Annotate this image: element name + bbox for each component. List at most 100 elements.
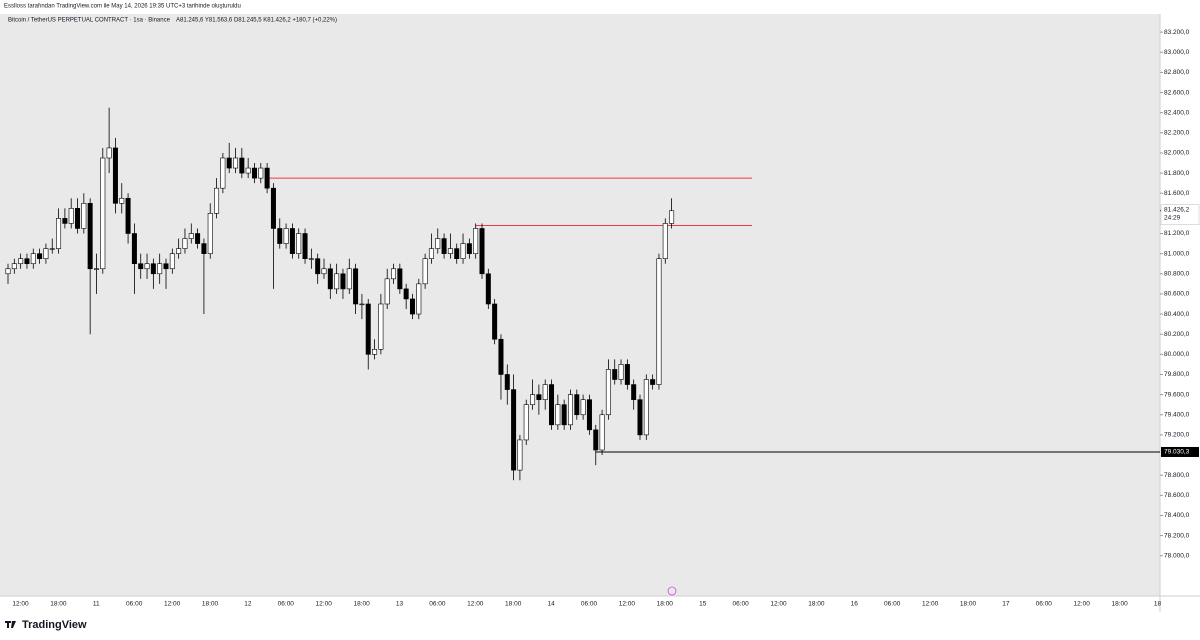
- candle-body: [466, 243, 472, 254]
- x-tick-label: 06:00: [884, 601, 901, 608]
- candle-body: [93, 268, 99, 270]
- candle-body: [214, 187, 220, 214]
- x-tick-label: 12:00: [164, 601, 181, 608]
- candle-body: [542, 384, 548, 400]
- candle-body: [447, 248, 453, 254]
- x-tick-label: 12:00: [467, 601, 484, 608]
- candle-body: [599, 414, 605, 451]
- y-tick-label: 78.400,0: [1164, 512, 1190, 519]
- candle-body: [473, 228, 479, 254]
- candle-body: [435, 238, 441, 249]
- candle-body: [624, 364, 630, 385]
- y-tick-label: 80.800,0: [1164, 271, 1190, 278]
- candle-body: [353, 268, 359, 305]
- candle-body: [87, 203, 93, 270]
- candle-body: [68, 208, 74, 224]
- candle-body: [422, 258, 428, 285]
- x-tick-label: 06:00: [581, 601, 598, 608]
- candle-body: [163, 263, 169, 270]
- candle-body: [593, 429, 599, 451]
- y-tick-label: 83.000,0: [1164, 49, 1190, 56]
- candle-body: [605, 369, 611, 416]
- x-tick-label: 12:00: [12, 601, 29, 608]
- y-tick-label: 81.600,0: [1164, 190, 1190, 197]
- candle-body: [612, 369, 618, 380]
- candle-body: [549, 384, 555, 426]
- candle-body: [479, 228, 485, 275]
- candle-body: [239, 157, 245, 174]
- candle-body: [188, 233, 194, 239]
- candle-body: [504, 374, 510, 390]
- candle-body: [637, 399, 643, 436]
- y-tick-label: 79.800,0: [1164, 371, 1190, 378]
- candle-body: [511, 389, 517, 471]
- candle-body: [11, 263, 17, 270]
- candle-body: [125, 197, 131, 234]
- brand: TradingView: [22, 619, 87, 631]
- candle-body: [302, 233, 308, 259]
- plot-area: [0, 14, 1160, 596]
- candle-body: [391, 268, 397, 280]
- candle-body: [112, 147, 118, 204]
- candle-body: [523, 404, 529, 441]
- candle-body: [662, 223, 668, 259]
- candle-body: [321, 268, 327, 275]
- x-tick-label: 18: [1154, 601, 1162, 608]
- x-tick-label: 06:00: [732, 601, 749, 608]
- y-tick-label: 78.200,0: [1164, 532, 1190, 539]
- y-tick-label: 81.000,0: [1164, 250, 1190, 257]
- chart-title: Bitcoin / TetherUS PERPETUAL CONTRACT · …: [8, 18, 171, 24]
- candle-body: [258, 167, 264, 179]
- candle-body: [296, 233, 302, 254]
- candle-body: [530, 394, 536, 405]
- y-tick-label: 82.000,0: [1164, 150, 1190, 157]
- y-tick-label: 78.000,0: [1164, 552, 1190, 559]
- x-tick-label: 18:00: [960, 601, 977, 608]
- x-tick-label: 18:00: [202, 601, 219, 608]
- candle-body: [24, 258, 30, 265]
- candle-body: [30, 253, 36, 265]
- candle-body: [233, 157, 239, 169]
- x-tick-label: 18:00: [808, 601, 825, 608]
- candle-body: [207, 213, 213, 254]
- x-tick-label: 18:00: [353, 601, 370, 608]
- candle-body: [251, 167, 257, 179]
- candle-body: [62, 218, 68, 224]
- x-tick-label: 12:00: [922, 601, 939, 608]
- y-tick-label: 81.800,0: [1164, 170, 1190, 177]
- candle-body: [372, 349, 378, 355]
- candle-body: [56, 218, 62, 249]
- candle-body: [561, 404, 567, 426]
- y-tick-label: 79.400,0: [1164, 411, 1190, 418]
- candle-body: [226, 157, 232, 169]
- candle-body: [618, 364, 624, 380]
- candle-body: [586, 399, 592, 431]
- level-label: 79.030,3: [1164, 449, 1190, 456]
- candle-body: [182, 238, 188, 249]
- candle-body: [428, 248, 434, 259]
- event-icon: [667, 586, 677, 596]
- y-tick-label: 79.600,0: [1164, 391, 1190, 398]
- x-tick-label: 18:00: [50, 601, 67, 608]
- candle-body: [81, 203, 87, 229]
- x-tick-label: 15: [699, 601, 707, 608]
- candle-body: [365, 303, 371, 355]
- candle-body: [485, 273, 491, 305]
- candle-body: [441, 238, 447, 254]
- candle-body: [270, 187, 276, 229]
- candle-body: [384, 278, 390, 305]
- candle-body: [220, 157, 226, 189]
- candle-body: [416, 283, 422, 315]
- level-label-box: [1161, 446, 1199, 457]
- candle-body: [5, 268, 11, 275]
- logo-mark: [5, 621, 16, 628]
- candle-body: [283, 228, 289, 244]
- countdown-label: 24:29: [1164, 214, 1181, 221]
- candle-body: [277, 228, 283, 244]
- candle-body: [289, 228, 295, 254]
- last-price-label: 81.426,2: [1164, 206, 1190, 213]
- candle-body: [334, 273, 340, 290]
- x-tick-label: 12:00: [1074, 601, 1091, 608]
- candle-body: [631, 384, 637, 400]
